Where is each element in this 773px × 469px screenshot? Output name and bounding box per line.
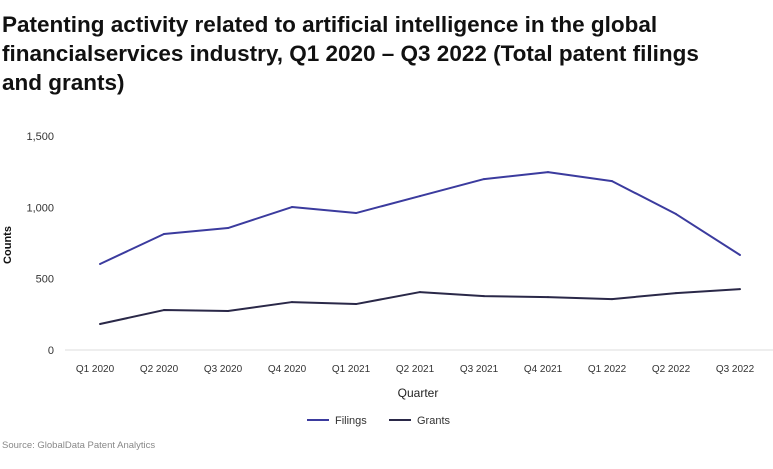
data-point-filings <box>355 212 357 215</box>
x-tick-label: Q2 2022 <box>652 364 691 375</box>
data-point-grants <box>739 288 741 291</box>
y-tick-label: 1,500 <box>26 131 54 143</box>
data-point-filings <box>419 195 421 198</box>
data-point-grants <box>227 310 229 313</box>
x-tick-label: Q1 2020 <box>76 364 115 375</box>
data-point-filings <box>163 233 165 236</box>
data-point-filings <box>739 253 741 256</box>
data-point-grants <box>611 298 613 301</box>
data-point-filings <box>227 227 229 230</box>
data-point-grants <box>291 301 293 304</box>
data-point-filings <box>675 213 677 216</box>
data-point-filings <box>611 180 613 183</box>
data-point-grants <box>675 292 677 295</box>
legend-label-grants: Grants <box>417 415 451 427</box>
chart-title: Patenting activity related to artificial… <box>2 12 699 95</box>
x-tick-label: Q2 2020 <box>140 364 179 375</box>
data-point-filings <box>99 262 101 265</box>
x-axis-title: Quarter <box>398 386 439 400</box>
data-point-grants <box>99 323 101 326</box>
y-tick-label: 1,000 <box>26 202 54 214</box>
y-tick-label: 500 <box>36 274 54 286</box>
source-note: Source: GlobalData Patent Analytics <box>2 440 156 451</box>
y-tick-label: 0 <box>48 345 54 357</box>
series-line-grants <box>99 288 741 326</box>
x-tick-label: Q3 2022 <box>716 364 755 375</box>
legend-label-filings: Filings <box>335 415 367 427</box>
x-tick-label: Q1 2022 <box>588 364 627 375</box>
data-point-filings <box>547 171 549 174</box>
data-point-filings <box>483 178 485 181</box>
data-point-grants <box>355 303 357 306</box>
x-tick-label: Q4 2020 <box>268 364 307 375</box>
data-point-grants <box>547 296 549 299</box>
x-tick-label: Q1 2021 <box>332 364 371 375</box>
y-axis-title: Counts <box>2 226 14 264</box>
x-tick-label: Q2 2021 <box>396 364 435 375</box>
data-point-grants <box>483 295 485 298</box>
data-point-grants <box>163 309 165 312</box>
data-point-filings <box>291 206 293 209</box>
x-tick-label: Q3 2020 <box>204 364 243 375</box>
series-line-filings <box>99 171 741 265</box>
x-tick-label: Q3 2021 <box>460 364 499 375</box>
data-point-grants <box>419 291 421 294</box>
x-tick-label: Q4 2021 <box>524 364 563 375</box>
